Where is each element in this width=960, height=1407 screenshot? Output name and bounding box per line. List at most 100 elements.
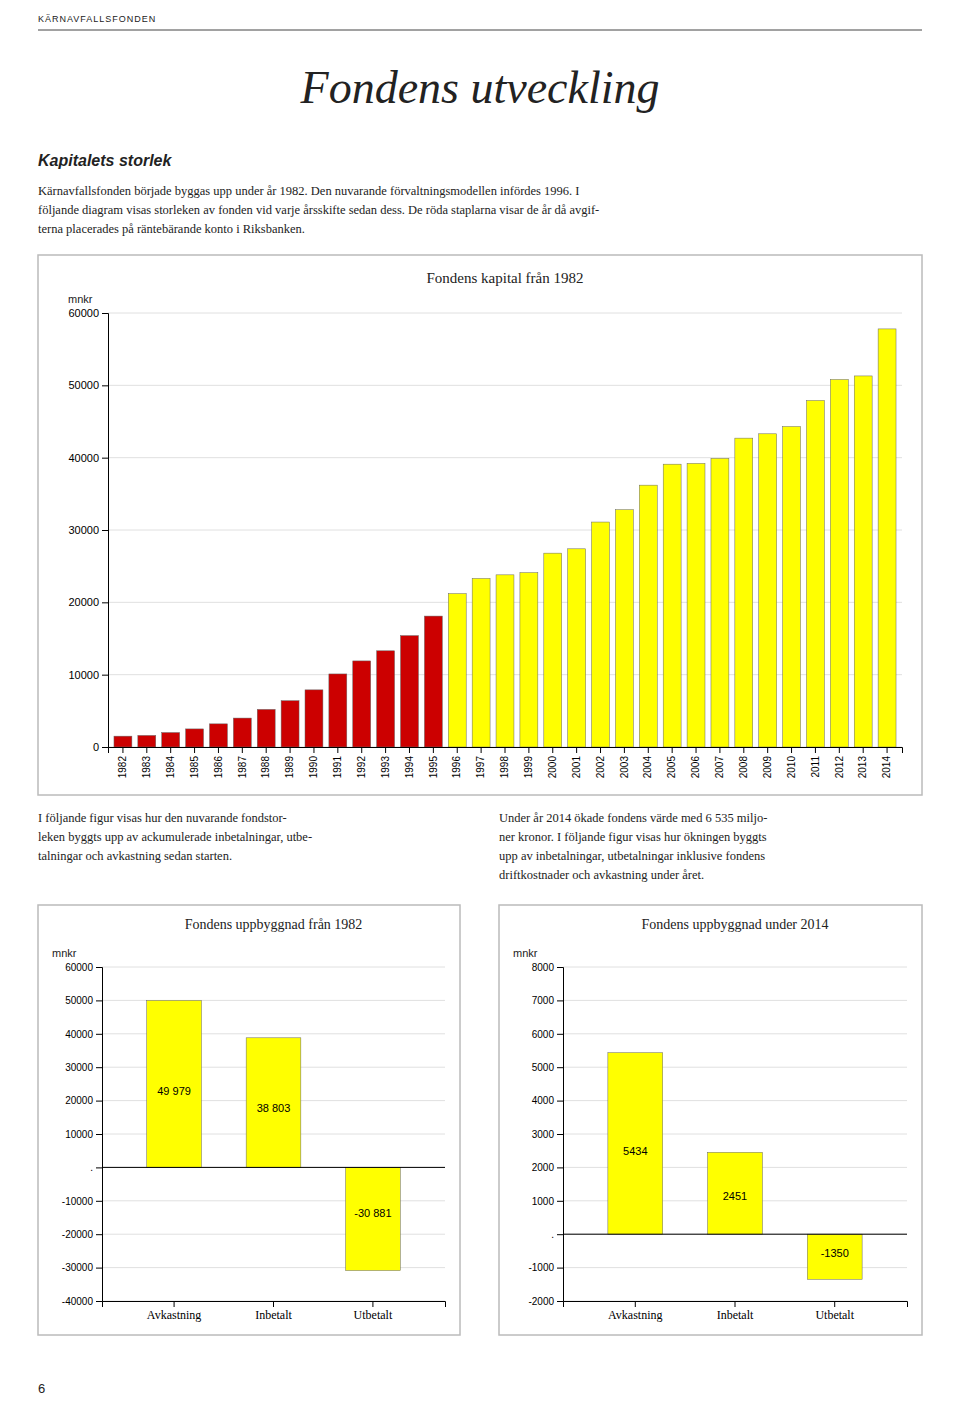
y-tick-label: -30000 (62, 1262, 94, 1273)
body-text: Under år 2014 ökade fondens värde med 6 … (499, 811, 767, 825)
bar (807, 1234, 862, 1279)
x-axis: 1982198319841985198619871988198919901991… (109, 747, 903, 778)
grid-line (102, 1167, 445, 1168)
grid-line (563, 1000, 907, 1001)
tick-mark (743, 747, 744, 753)
chart: Fondens uppbyggnad under 2014mnkr-2000-1… (499, 905, 922, 1335)
y-tick: 40000 (65, 1029, 102, 1040)
x-tick: 2012 (834, 747, 845, 778)
tick-mark (242, 747, 243, 753)
x-tick-label: 1995 (428, 756, 439, 779)
tick-mark (557, 1034, 563, 1035)
x-tick: 1989 (284, 747, 295, 778)
x-tick: 1994 (404, 747, 415, 778)
bar (878, 329, 896, 747)
tick-mark (624, 747, 625, 753)
bar (401, 636, 419, 747)
bar (346, 1167, 401, 1270)
page-title: Fondens utveckling (300, 62, 660, 113)
bar (568, 549, 586, 747)
y-tick: -10000 (62, 1196, 102, 1207)
data-label: 5434 (623, 1145, 647, 1157)
tick-mark (102, 530, 108, 531)
bars (608, 1053, 862, 1280)
bar (305, 690, 323, 747)
x-tick-label: 2009 (762, 756, 773, 779)
y-tick: . (551, 1229, 563, 1240)
x-tick-label: 1989 (284, 756, 295, 779)
bars (114, 329, 896, 747)
tick-mark (767, 747, 768, 753)
data-label: -1350 (821, 1247, 849, 1259)
y-axis-label: mnkr (52, 947, 77, 959)
tick-mark (648, 747, 649, 753)
tick-mark (96, 1167, 102, 1168)
y-tick: 6000 (532, 1029, 563, 1040)
y-tick: 2000 (532, 1162, 563, 1173)
bar (759, 434, 777, 747)
x-tick-label: Inbetalt (717, 1308, 754, 1322)
y-tick-label: 50000 (68, 379, 99, 391)
tick-mark (719, 747, 720, 753)
body-text: leken byggts upp av ackumulerade inbetal… (38, 830, 312, 844)
x-tick-label: 2004 (642, 756, 653, 779)
tick-mark (102, 458, 108, 459)
x-tick: 1987 (237, 747, 248, 778)
x-tick: 2001 (571, 747, 582, 778)
x-tick: 1990 (308, 747, 319, 778)
y-tick: 8000 (532, 962, 563, 973)
x-tick: 2006 (690, 747, 701, 778)
x-tick: Avkastning (608, 1301, 662, 1322)
x-tick-label: 2002 (595, 756, 606, 779)
x-tick-label: 1992 (356, 756, 367, 779)
y-tick-label: -1000 (528, 1262, 554, 1273)
y-tick-label: 20000 (68, 596, 99, 608)
y-tick: . (90, 1162, 102, 1173)
x-tick-label: 1998 (499, 756, 510, 779)
x-tick-label: 1999 (523, 756, 534, 779)
axis-line (96, 968, 103, 1302)
y-tick-label: . (551, 1229, 554, 1240)
body-text: I följande figur visas hur den nuvarande… (38, 811, 287, 825)
x-tick: 1997 (475, 747, 486, 778)
bar (246, 1038, 301, 1168)
x-tick-label: 1985 (189, 756, 200, 779)
y-tick-label: 2000 (532, 1162, 555, 1173)
x-tick-label: Utbetalt (815, 1308, 854, 1322)
bar (138, 735, 156, 747)
tick-mark (481, 747, 482, 753)
y-tick-label: 60000 (68, 307, 99, 319)
y-tick-label: 60000 (65, 962, 93, 973)
bar (830, 380, 848, 747)
x-tick: 2013 (857, 747, 868, 778)
bar (472, 578, 490, 747)
y-axis: 0100002000030000400005000060000 (68, 307, 108, 753)
tick-mark (557, 1234, 563, 1235)
x-tick: Inbetalt (717, 1301, 754, 1322)
x-tick-label: 1997 (475, 756, 486, 779)
tick-mark (194, 747, 195, 753)
bar (639, 485, 657, 747)
data-labels: 49 97938 803-30 881 (157, 1085, 391, 1219)
x-tick-label: 1986 (213, 756, 224, 779)
x-tick: Utbetalt (815, 1301, 854, 1322)
x-tick-label: 2005 (666, 756, 677, 779)
y-tick: -1000 (528, 1262, 563, 1273)
tick-mark (122, 747, 123, 753)
tick-mark (96, 1234, 102, 1235)
x-tick-label: Avkastning (147, 1308, 201, 1322)
x-tick-label: 1993 (380, 756, 391, 779)
y-tick-label: 6000 (532, 1029, 555, 1040)
bar (147, 1000, 202, 1167)
tick-mark (96, 1301, 102, 1302)
bar (448, 594, 466, 747)
x-tick: 2010 (786, 747, 797, 778)
y-tick: 20000 (65, 1095, 102, 1106)
y-tick: 4000 (532, 1095, 563, 1106)
x-tick: 2004 (642, 747, 653, 778)
y-tick: 10000 (68, 669, 108, 681)
grid-line (563, 1033, 907, 1034)
tick-mark (337, 747, 338, 753)
tick-mark (96, 1201, 102, 1202)
x-tick-label: 2011 (810, 756, 821, 778)
